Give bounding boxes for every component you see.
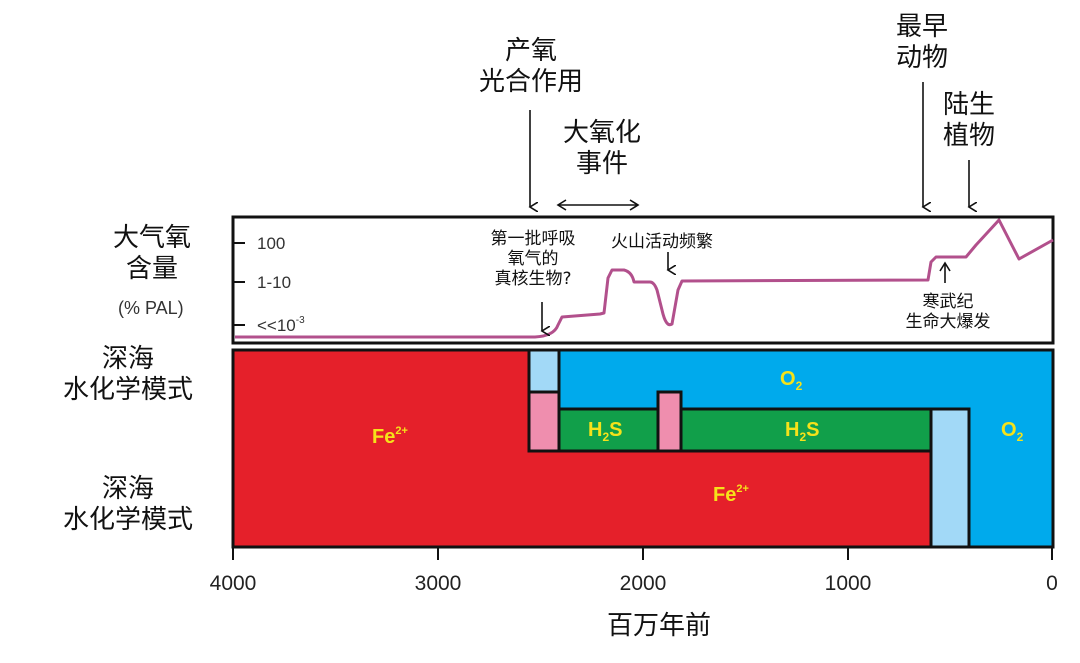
tick-label-1000: 1000	[825, 572, 872, 595]
euxinic-band-left	[559, 409, 658, 451]
light-blue-block-top	[527, 348, 561, 394]
oxic-region-upper	[559, 350, 1053, 409]
x-axis: 4000 3000 2000 1000 0	[210, 545, 1058, 595]
h2s-label-left: H2S	[588, 419, 622, 444]
tick-label-0: 0	[1046, 572, 1058, 595]
oxygen-unit-label: (% PAL)	[118, 298, 184, 318]
oxygen-panel: 100 1-10 <<10-3	[231, 215, 1055, 345]
land-plants-label: 陆生 植物	[942, 90, 996, 152]
tick-label-3000: 3000	[415, 572, 462, 595]
tick-label-4000: 4000	[210, 572, 257, 595]
fe-label-left: Fe2+	[372, 425, 408, 448]
level-low: <<10-3	[257, 315, 305, 335]
ocean-label-upper: 深海 水化学模式	[62, 344, 194, 406]
level-1-10: 1-10	[257, 273, 291, 292]
goe-span-left-head	[556, 199, 567, 211]
x-axis-label: 百万年前	[606, 611, 712, 641]
goe-span-right-head	[629, 199, 640, 211]
oxic-region-right	[969, 409, 1053, 547]
photosynthesis-label: 产氧 光合作用	[478, 36, 584, 98]
ocean-chemistry-panel	[231, 348, 1055, 549]
cambrian-arrowhead	[939, 261, 951, 272]
goe-label: 大氧化 事件	[562, 118, 642, 180]
volcanic-label: 火山活动频繁	[611, 232, 713, 252]
first-animals-label: 最早 动物	[895, 12, 949, 74]
eukaryotes-label: 第一批呼吸 氧气的 真核生物?	[490, 229, 576, 290]
annotation-arrows	[530, 82, 969, 331]
oxygen-curve	[235, 218, 1054, 339]
h2s-label-right: H2S	[785, 419, 819, 444]
fe-label-right: Fe2+	[713, 483, 749, 506]
pink-block-goe	[527, 390, 561, 453]
oxygen-axis-label: 大气氧 含量	[112, 223, 192, 285]
o2-label-top: O2	[780, 368, 803, 393]
cambrian-label: 寒武纪 生命大爆发	[905, 292, 991, 333]
pink-block-volcanic	[656, 390, 683, 453]
euxinic-band-right	[681, 409, 931, 451]
light-blue-block-neoproterozoic	[929, 407, 971, 549]
level-100: 100	[257, 234, 285, 253]
o2-label-right: O2	[1001, 419, 1024, 444]
tick-label-2000: 2000	[620, 572, 667, 595]
ocean-label-lower: 深海 水化学模式	[62, 474, 194, 536]
